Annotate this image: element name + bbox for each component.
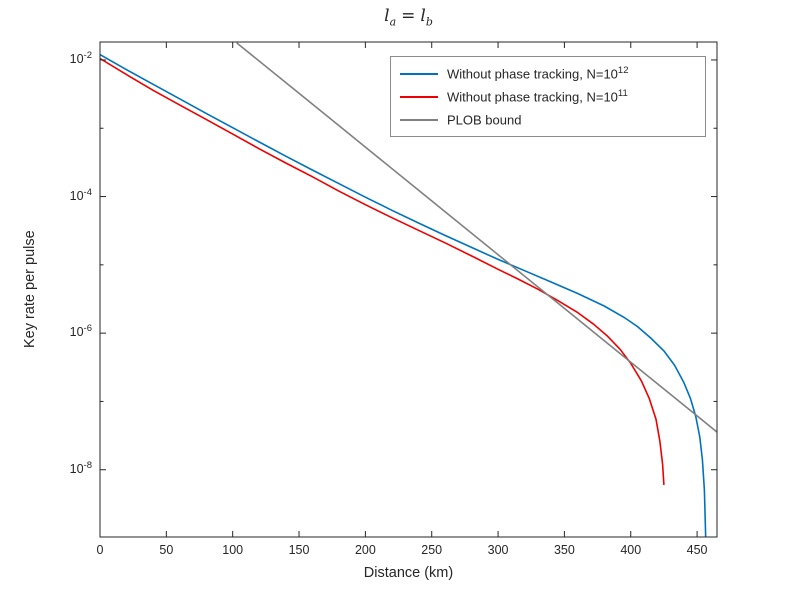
title-rhs: l — [420, 6, 426, 26]
legend-exponent: 11 — [617, 88, 628, 100]
legend-item-plob: PLOB bound — [391, 108, 705, 131]
legend-label: Without phase tracking, N=1011 — [447, 88, 628, 105]
title-rhs-sub: b — [425, 15, 433, 29]
axes-frame — [99, 41, 718, 538]
x-tick-label: 150 — [288, 543, 310, 557]
title-lhs-sub: a — [389, 15, 397, 29]
x-tick-label: 300 — [487, 543, 509, 557]
x-tick-label: 250 — [421, 543, 443, 557]
legend-label: Without phase tracking, N=1012 — [447, 65, 629, 82]
series-curve-1 — [100, 57, 665, 485]
x-axis-label: Distance (km) — [363, 565, 454, 581]
y-tick-label: 10-4 — [69, 186, 92, 203]
x-tick-label: 350 — [553, 543, 575, 557]
y-axis-label: Key rate per pulse — [22, 230, 38, 349]
x-tick-label: 50 — [159, 543, 174, 557]
legend-label: PLOB bound — [447, 112, 522, 128]
legend-item-n11: Without phase tracking, N=1011 — [391, 85, 705, 108]
legend-line-sample-blue — [400, 72, 438, 75]
legend-item-n12: Without phase tracking, N=1012 — [391, 62, 705, 85]
legend-line-sample-red — [400, 95, 438, 98]
x-tick-label: 400 — [620, 543, 642, 557]
x-tick-label: 200 — [354, 543, 376, 557]
series-curve-2 — [236, 42, 717, 434]
title-equals: = — [401, 6, 416, 26]
y-tick-label: 10-2 — [69, 49, 92, 67]
y-tick-label: 10-6 — [69, 323, 92, 340]
chart-title: la = lb — [100, 6, 717, 28]
x-tick-label: 0 — [96, 543, 104, 557]
y-tick-label: 10-8 — [69, 459, 92, 476]
x-tick-label: 100 — [222, 543, 244, 557]
legend: Without phase tracking, N=1012 Without p… — [390, 56, 706, 137]
x-tick-label: 450 — [686, 543, 708, 557]
title-lhs: l — [384, 6, 390, 26]
legend-line-sample-gray — [400, 118, 438, 121]
legend-exponent: 12 — [617, 65, 629, 77]
